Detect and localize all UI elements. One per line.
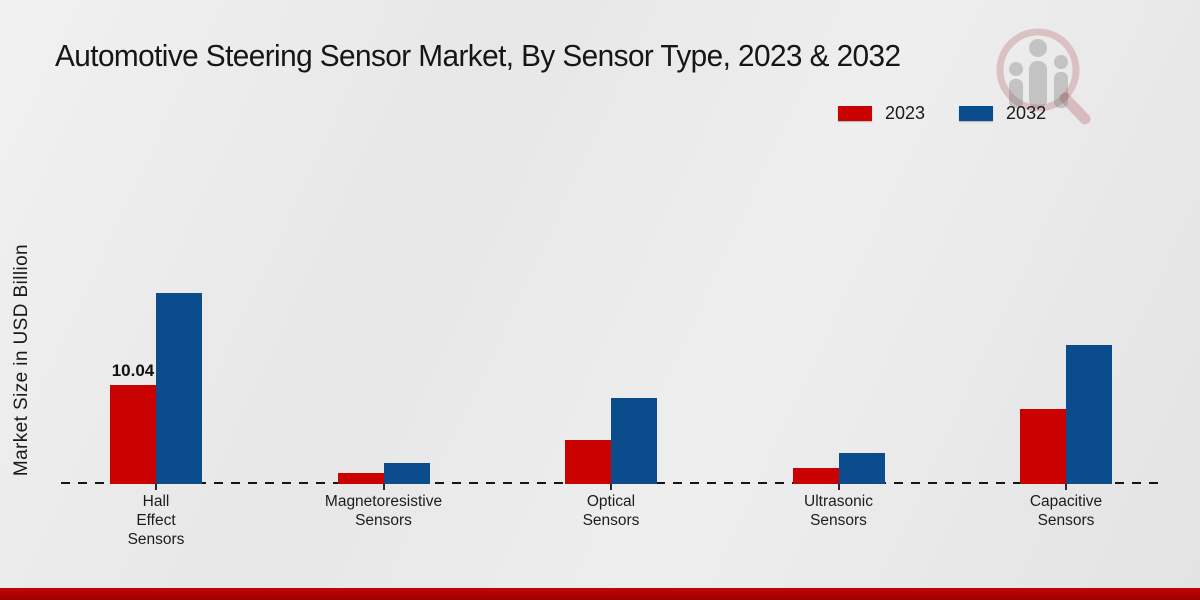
bar-2032-ultrasonic-sensors[interactable] (838, 453, 885, 484)
category-label-hall-effect-sensors: Hall Effect Sensors (127, 493, 185, 548)
category-label-capacitive-sensors: Capacitive Sensors (1029, 493, 1103, 529)
category-label-magnetoresistive-sensors: Magnetoresistive Sensors (324, 493, 443, 529)
legend-swatch-2032-icon (959, 106, 994, 121)
bar-value-label-2023-hall-effect-sensors: 10.04 (111, 361, 155, 380)
x-axis-tick-optical-sensors (610, 484, 612, 490)
legend: 2023 2032 (838, 103, 1046, 124)
legend-label-2023: 2023 (885, 103, 926, 123)
bar-2023-ultrasonic-sensors[interactable] (792, 468, 839, 484)
bar-2023-hall-effect-sensors[interactable] (110, 385, 156, 484)
x-axis-tick-hall-effect-sensors (155, 484, 157, 490)
legend-label-2032: 2032 (1006, 103, 1047, 123)
x-axis-tick-magnetoresistive-sensors (382, 484, 385, 490)
bar-2023-magnetoresistive-sensors[interactable] (337, 473, 384, 484)
category-label-optical-sensors: Optical Sensors (582, 493, 640, 529)
magnifier-bar-chart-logo-icon (996, 28, 1091, 125)
bar-2023-capacitive-sensors[interactable] (1020, 409, 1066, 484)
bar-2032-capacitive-sensors[interactable] (1066, 344, 1112, 484)
x-axis-tick-ultrasonic-sensors (837, 484, 840, 490)
category-label-ultrasonic-sensors: Ultrasonic Sensors (804, 493, 873, 529)
bar-2032-hall-effect-sensors[interactable] (156, 292, 202, 484)
bar-2032-magnetoresistive-sensors[interactable] (383, 463, 430, 484)
legend-swatch-2023-icon (838, 106, 872, 121)
bar-2023-optical-sensors[interactable] (565, 439, 611, 484)
chart-title: Automotive Steering Sensor Market, By Se… (55, 38, 901, 73)
bar-2032-optical-sensors[interactable] (611, 398, 657, 484)
footer-accent-bar (0, 588, 1200, 600)
legend-item-2032[interactable]: 2032 (959, 103, 1046, 124)
legend-item-2023[interactable]: 2023 (838, 103, 925, 124)
x-axis-tick-capacitive-sensors (1065, 484, 1067, 490)
